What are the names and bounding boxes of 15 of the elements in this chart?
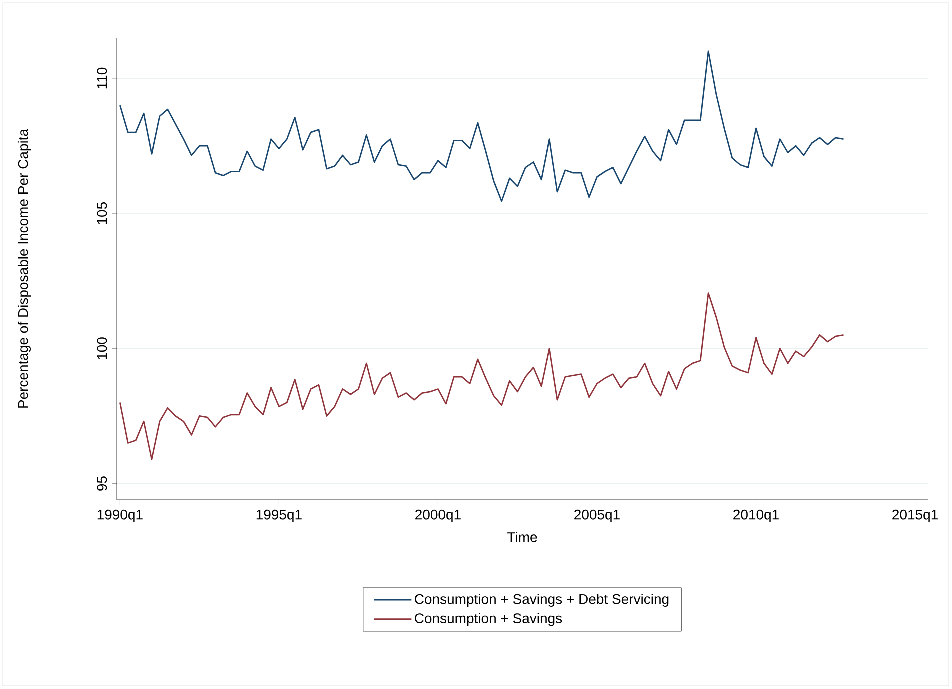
- x-tick-label: 2015q1: [892, 510, 938, 523]
- y-tick-label: 105: [97, 202, 108, 224]
- y-tick-label: 100: [97, 338, 108, 360]
- y-tick-label: 110: [97, 68, 108, 89]
- line-series: [119, 292, 844, 460]
- x-tick-label: 2005q1: [574, 510, 620, 523]
- x-tick-label: 2000q1: [416, 510, 461, 523]
- y-axis-title: Percentage of Disposable Income Per Capita: [18, 128, 32, 408]
- x-tick-label: 1995q1: [256, 510, 302, 523]
- y-tick-label: 95: [97, 476, 108, 491]
- legend-label: Consumption + Savings + Debt Servicing: [415, 594, 669, 608]
- x-axis-title: Time: [508, 532, 538, 542]
- x-tick-label: 1990q1: [98, 510, 143, 523]
- legend-label: Consumption + Savings: [415, 613, 562, 626]
- x-tick-label: 2010q1: [734, 510, 779, 523]
